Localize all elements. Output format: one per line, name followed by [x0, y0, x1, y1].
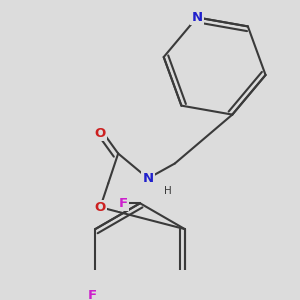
Text: N: N — [142, 172, 154, 185]
Text: O: O — [95, 201, 106, 214]
Text: N: N — [191, 11, 203, 24]
Text: F: F — [88, 289, 97, 300]
Text: H: H — [164, 186, 172, 196]
Text: F: F — [119, 197, 128, 210]
Text: O: O — [95, 127, 106, 140]
